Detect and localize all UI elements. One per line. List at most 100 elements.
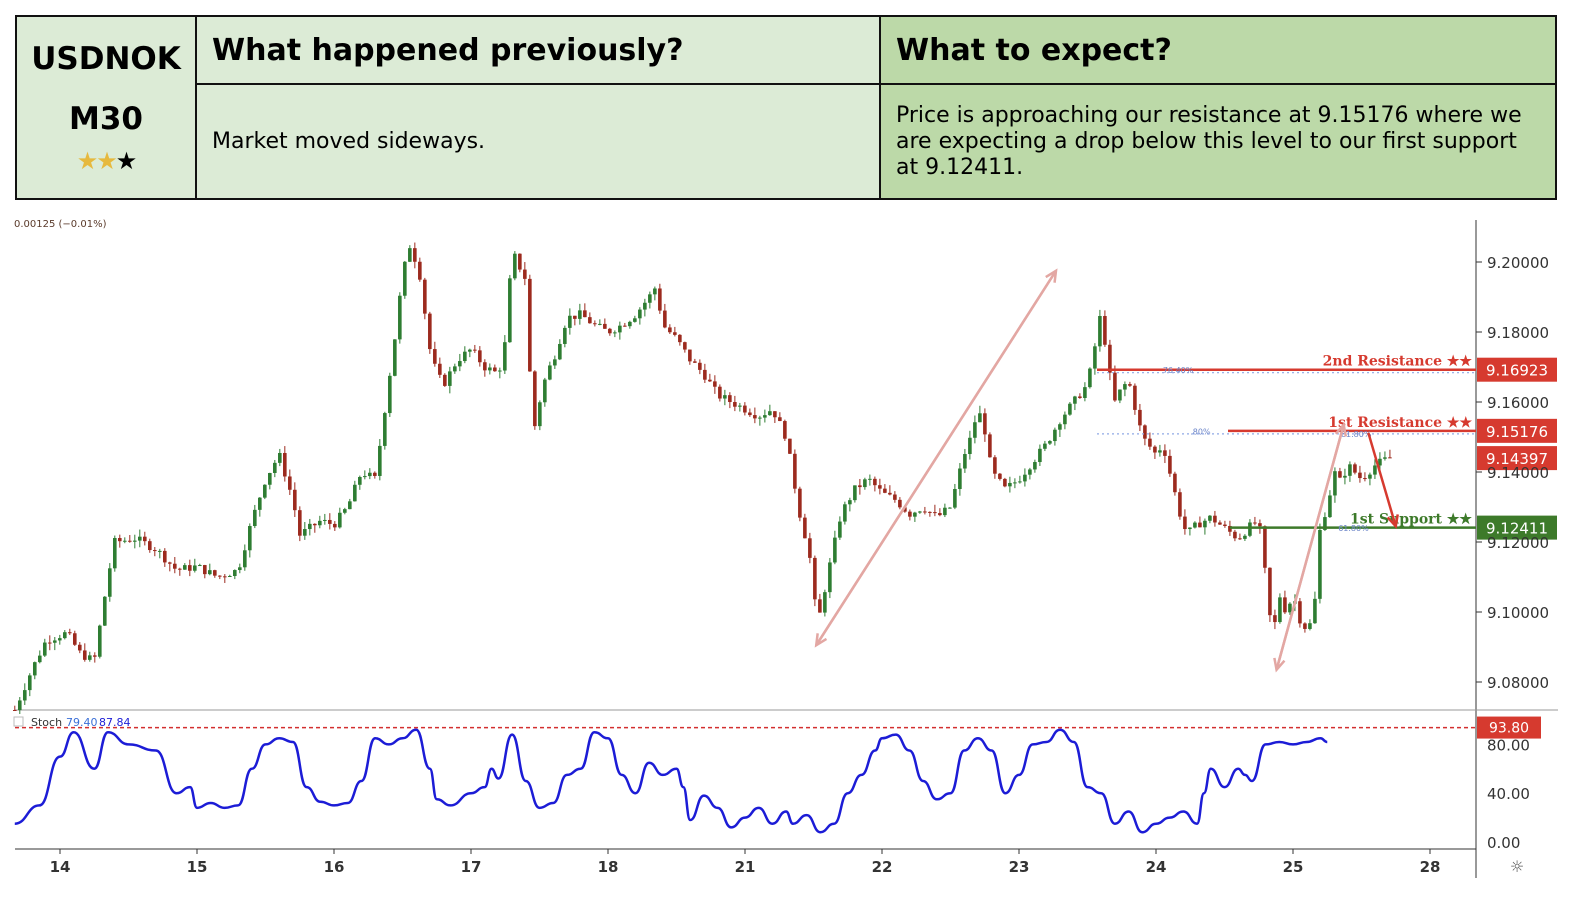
candle-body <box>1238 538 1242 540</box>
candle-body <box>618 325 622 333</box>
stoch-line <box>14 728 1328 834</box>
candle-body <box>873 478 877 486</box>
candle-body <box>353 484 357 502</box>
candle-body <box>1178 492 1182 517</box>
candle-body <box>933 512 937 514</box>
candle-body <box>928 511 932 513</box>
candle-body <box>723 395 727 399</box>
candle-body <box>27 675 32 691</box>
candle-body <box>1063 414 1067 425</box>
candle-body <box>298 510 302 536</box>
candle-body <box>823 592 827 613</box>
candle-body <box>553 359 557 366</box>
candle-body <box>1083 387 1087 398</box>
candle-body <box>408 248 412 262</box>
candle-body <box>958 468 962 490</box>
candle-body <box>303 529 307 536</box>
time-tick-label: 24 <box>1146 858 1167 876</box>
candle-body <box>938 513 942 516</box>
candle-body <box>288 476 292 490</box>
candle-body <box>443 374 447 386</box>
candle-body <box>1108 344 1112 373</box>
candle-body <box>758 417 762 419</box>
candle-body <box>37 655 42 663</box>
candle-body <box>683 342 687 350</box>
candle-body <box>1028 469 1032 475</box>
candle-body <box>818 599 822 613</box>
price-tick-label: 9.20000 <box>1487 254 1549 272</box>
candle-body <box>1153 446 1157 453</box>
candle-body <box>1378 458 1382 466</box>
candle-body <box>1278 597 1282 623</box>
candle-body <box>1248 522 1252 536</box>
candle-body <box>998 473 1002 479</box>
candle-body <box>733 402 737 407</box>
candle-body <box>1303 623 1307 629</box>
candle-body <box>968 437 972 455</box>
time-tick-label: 17 <box>461 858 482 876</box>
candle-body <box>323 519 327 521</box>
stoch-level-tag <box>1477 716 1541 739</box>
candle-body <box>92 655 97 657</box>
candle-body <box>1053 429 1057 442</box>
candle-body <box>868 478 872 480</box>
candle-body <box>563 327 567 344</box>
candle-body <box>128 540 132 542</box>
candle-body <box>253 509 257 527</box>
candle-body <box>398 295 402 340</box>
candle-body <box>813 557 817 600</box>
candle-body <box>538 402 542 427</box>
candle-body <box>263 484 267 498</box>
candle-body <box>838 521 842 538</box>
indicator-toggle-checkbox[interactable] <box>13 716 24 727</box>
candle-body <box>678 334 682 343</box>
candle-body <box>653 288 657 295</box>
candle-body <box>468 349 472 352</box>
candle-body <box>1138 409 1142 426</box>
candle-body <box>293 489 297 511</box>
price-tick-label: 9.16000 <box>1487 394 1549 412</box>
candle-body <box>1183 516 1187 530</box>
star-black-icon: ★ <box>115 146 137 175</box>
candle-body <box>793 453 797 489</box>
candle-body <box>343 509 347 513</box>
candle-body <box>988 434 992 458</box>
price-tick-label: 9.08000 <box>1487 674 1549 692</box>
candle-body <box>418 261 422 280</box>
candle-body <box>1283 597 1287 613</box>
symbol-cell: USDNOK M30 ★★★ <box>15 15 197 200</box>
price-chart[interactable]: 0.00125 (−0.01%) 2nd Resistance ★★ 9.1692… <box>0 210 1588 910</box>
expect-title: What to expect? <box>879 15 1557 85</box>
candle-body <box>558 343 562 360</box>
candle-body <box>1358 472 1362 479</box>
candle-body <box>833 537 837 563</box>
candle-body <box>923 511 927 513</box>
candle-body <box>1163 450 1167 456</box>
candle-body <box>473 349 477 351</box>
candle-body <box>533 371 537 427</box>
candle-body <box>1208 515 1212 521</box>
candle-body <box>858 485 862 488</box>
resistance-label: 2nd Resistance ★★ <box>1323 354 1473 370</box>
candle-body <box>573 315 577 319</box>
candle-body <box>183 565 187 570</box>
candle-body <box>508 278 512 343</box>
candle-body <box>898 499 902 508</box>
prev-title: What happened previously? <box>195 15 881 85</box>
candle-body <box>17 700 22 711</box>
candle-body <box>453 366 457 372</box>
swing-arrow <box>815 270 1058 646</box>
candle-body <box>173 563 177 569</box>
candle-body <box>1338 471 1342 478</box>
candle-body <box>693 361 697 363</box>
candle-body <box>503 342 507 371</box>
candle-body <box>568 315 572 328</box>
candle-body <box>163 550 167 563</box>
gear-icon[interactable]: ☼ <box>1510 857 1524 876</box>
candle-body <box>383 413 387 446</box>
candle-body <box>1258 523 1262 527</box>
fib-label: 61.80% <box>1341 430 1372 439</box>
candle-body <box>658 288 662 311</box>
candle-body <box>388 375 392 414</box>
candle-body <box>378 445 382 476</box>
